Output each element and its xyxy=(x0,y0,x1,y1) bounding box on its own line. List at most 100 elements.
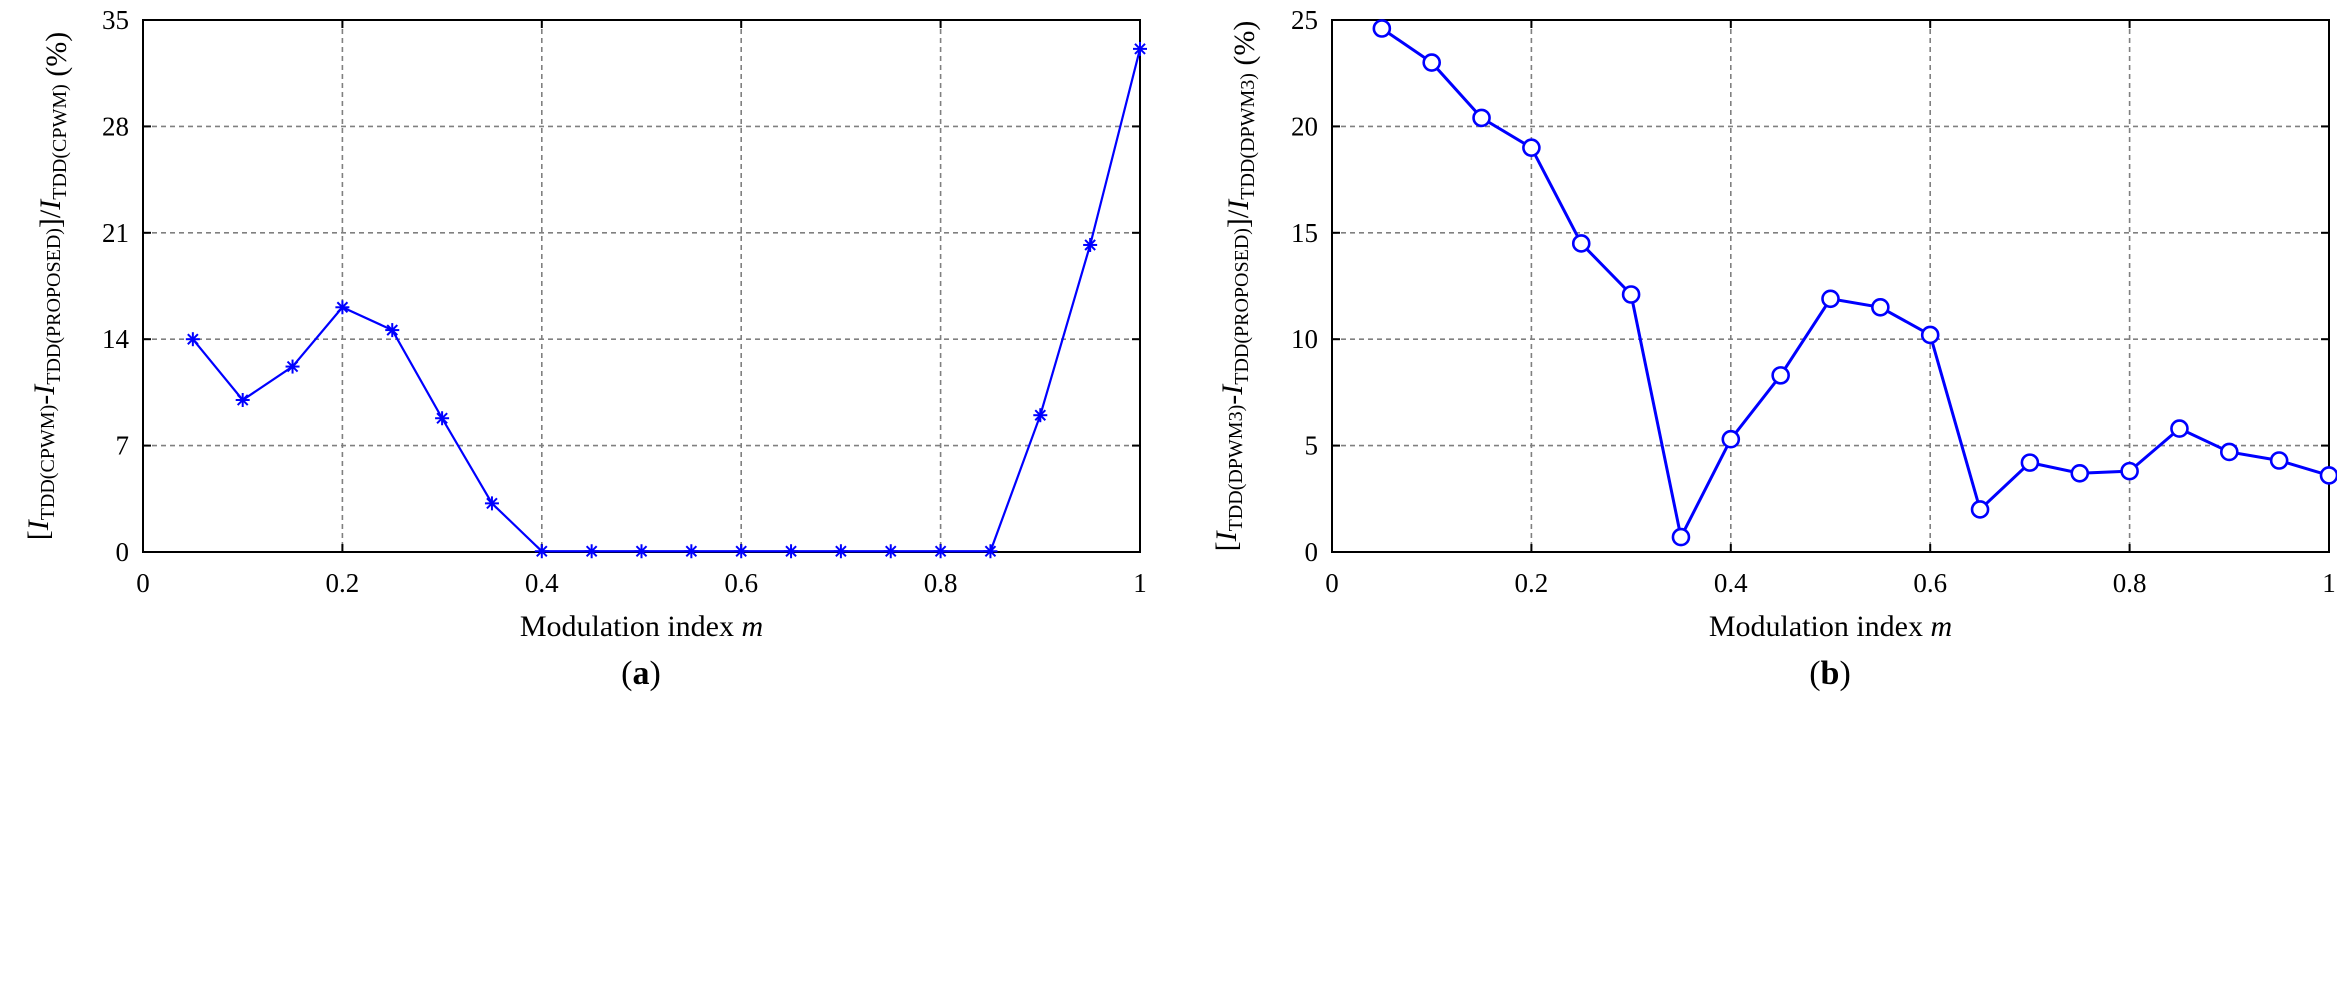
series-line xyxy=(1381,27,2330,542)
data-point-stroke xyxy=(187,333,199,345)
data-point xyxy=(185,332,200,347)
data-point-stroke xyxy=(436,412,448,424)
panel-label-letter: b xyxy=(1821,655,1840,692)
data-point xyxy=(584,544,599,559)
data-point xyxy=(1920,325,1940,345)
y-axis-label-part: ]/ xyxy=(1222,209,1255,228)
data-point xyxy=(1821,289,1840,309)
x-axis-label-text: Modulation index xyxy=(1709,610,1931,643)
data-point xyxy=(1621,285,1641,304)
x-tick-label: 0 xyxy=(136,568,150,598)
y-axis-label-part: TDD(CPWM) xyxy=(49,84,71,200)
plot-frame xyxy=(1331,19,2330,553)
data-point-stroke xyxy=(984,545,997,557)
x-axis-label-text: Modulation index xyxy=(520,610,742,643)
y-tick-label: 28 xyxy=(102,111,129,141)
data-point xyxy=(335,300,350,315)
chart-a: 0 0.2 0.4 0.6 0.8 1 0 7 14 21 28 35 Modulation index… xyxy=(22,5,1147,692)
panel-label-close: ) xyxy=(650,655,661,692)
data-point xyxy=(1970,500,1990,519)
data-point xyxy=(734,544,749,559)
data-point xyxy=(1083,237,1098,252)
x-tick-label: 0.8 xyxy=(2113,568,2147,598)
x-tick-label: 0.8 xyxy=(924,568,958,598)
y-tick-label: 15 xyxy=(1291,218,1318,248)
y-axis-label-part: - xyxy=(28,395,61,405)
series-line xyxy=(191,48,1142,553)
y-tick-label: 25 xyxy=(1291,5,1318,35)
x-tick-label: 1 xyxy=(2322,568,2336,598)
data-point xyxy=(634,544,649,559)
data-point-stroke xyxy=(336,301,349,314)
x-tick-label: 0.4 xyxy=(525,568,559,598)
y-axis-label-part: TDD(DPWM3) xyxy=(1225,405,1247,532)
data-point-stroke xyxy=(486,497,498,510)
y-tick-label: 20 xyxy=(1291,111,1318,141)
data-point xyxy=(1472,108,1491,128)
x-tick-label: 1 xyxy=(1133,568,1147,598)
data-point xyxy=(235,393,250,407)
x-tick-label: 0.4 xyxy=(1714,568,1748,598)
data-point xyxy=(883,544,898,559)
x-tick-label: 0.6 xyxy=(1913,568,1947,598)
data-point xyxy=(2269,451,2289,470)
y-tick-label: 14 xyxy=(102,324,130,354)
data-point-stroke xyxy=(1084,239,1096,251)
data-point xyxy=(2319,466,2337,485)
data-point xyxy=(983,544,998,559)
y-tick-label: 5 xyxy=(1305,431,1319,461)
data-point xyxy=(1571,234,1591,253)
y-axis-label-part: [ xyxy=(22,530,55,540)
x-axis-label: Modulation index m xyxy=(1709,610,1952,643)
data-point xyxy=(1033,408,1048,423)
data-point xyxy=(385,323,400,338)
data-point xyxy=(484,496,499,511)
y-axis-label-part: TDD(CPWM) xyxy=(37,405,59,521)
data-point xyxy=(1522,138,1541,157)
x-tick-label: 0.2 xyxy=(326,568,360,598)
x-tick-label: 0.2 xyxy=(1515,568,1549,598)
y-axis-label-part: I xyxy=(1210,529,1243,542)
data-point xyxy=(285,359,300,374)
x-tick-label: 0 xyxy=(1325,568,1339,598)
y-axis-label-part: I xyxy=(34,198,67,211)
y-axis-label-part: I xyxy=(22,518,55,531)
plot-frame xyxy=(142,19,1141,553)
data-point xyxy=(1771,366,1790,385)
data-point-stroke xyxy=(735,545,747,557)
data-point xyxy=(435,411,450,426)
data-point-stroke xyxy=(386,324,398,336)
data-point-stroke xyxy=(635,545,648,557)
y-tick-label: 7 xyxy=(116,431,130,461)
data-point-stroke xyxy=(835,545,847,557)
y-axis-label-part: I xyxy=(1216,383,1249,396)
data-point-stroke xyxy=(236,394,249,406)
y-tick-label: 0 xyxy=(1305,537,1319,567)
data-point xyxy=(2120,461,2139,481)
data-point xyxy=(1871,297,1890,317)
data-point xyxy=(833,544,848,559)
x-tick-label: 0.6 xyxy=(724,568,758,598)
data-point-stroke xyxy=(934,545,947,557)
y-axis-label-part: TDD(PROPOSED) xyxy=(1231,228,1253,385)
data-point-stroke xyxy=(536,545,548,557)
panel-label-letter: a xyxy=(633,655,650,692)
data-point-stroke xyxy=(1134,43,1146,55)
y-axis-label-part: I xyxy=(28,383,61,396)
y-axis-label-part: - xyxy=(1216,395,1249,405)
data-point xyxy=(1721,429,1741,449)
y-axis-label-part: (%) xyxy=(1228,21,1261,73)
data-point xyxy=(2220,442,2239,462)
data-point-stroke xyxy=(585,545,598,557)
data-point-stroke xyxy=(685,545,698,557)
data-point-stroke xyxy=(885,545,897,557)
x-axis-label-var: m xyxy=(1930,610,1952,643)
y-axis-label-part: (%) xyxy=(40,32,73,84)
data-point xyxy=(1422,53,1441,72)
y-axis-label-part: [ xyxy=(1210,541,1243,551)
y-axis-label-part: TDD(PROPOSED) xyxy=(43,228,65,385)
data-point xyxy=(2070,463,2090,483)
panel-label: (a) xyxy=(621,655,661,692)
